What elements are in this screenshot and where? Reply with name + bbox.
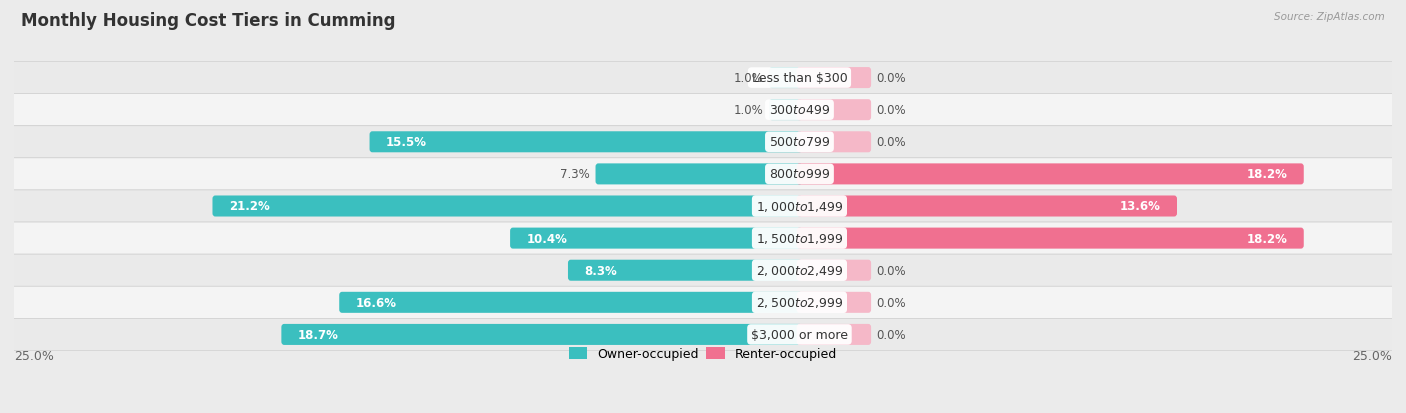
FancyBboxPatch shape [797, 132, 872, 153]
Text: 0.0%: 0.0% [876, 72, 907, 85]
FancyBboxPatch shape [769, 100, 803, 121]
FancyBboxPatch shape [10, 126, 1396, 159]
Text: 18.2%: 18.2% [1246, 232, 1288, 245]
FancyBboxPatch shape [797, 68, 872, 89]
FancyBboxPatch shape [769, 68, 803, 89]
Text: $3,000 or more: $3,000 or more [751, 328, 848, 341]
FancyBboxPatch shape [10, 95, 1396, 126]
FancyBboxPatch shape [212, 196, 803, 217]
Text: 0.0%: 0.0% [876, 136, 907, 149]
Text: $2,500 to $2,999: $2,500 to $2,999 [755, 296, 844, 310]
Text: $300 to $499: $300 to $499 [769, 104, 830, 117]
Text: 0.0%: 0.0% [876, 104, 907, 117]
Text: 0.0%: 0.0% [876, 328, 907, 341]
Text: 25.0%: 25.0% [14, 349, 53, 362]
Text: 15.5%: 15.5% [387, 136, 427, 149]
FancyBboxPatch shape [568, 260, 803, 281]
Text: 1.0%: 1.0% [734, 72, 763, 85]
Text: 25.0%: 25.0% [1353, 349, 1392, 362]
FancyBboxPatch shape [797, 292, 872, 313]
Text: 0.0%: 0.0% [876, 296, 907, 309]
Text: 7.3%: 7.3% [560, 168, 591, 181]
FancyBboxPatch shape [10, 287, 1396, 318]
FancyBboxPatch shape [797, 164, 1303, 185]
FancyBboxPatch shape [339, 292, 803, 313]
Text: $1,500 to $1,999: $1,500 to $1,999 [755, 232, 844, 245]
Text: 0.0%: 0.0% [876, 264, 907, 277]
Text: 16.6%: 16.6% [356, 296, 396, 309]
FancyBboxPatch shape [596, 164, 803, 185]
FancyBboxPatch shape [797, 260, 872, 281]
FancyBboxPatch shape [797, 100, 872, 121]
FancyBboxPatch shape [370, 132, 803, 153]
Text: 13.6%: 13.6% [1119, 200, 1160, 213]
FancyBboxPatch shape [10, 190, 1396, 223]
Text: $2,000 to $2,499: $2,000 to $2,499 [755, 263, 844, 278]
FancyBboxPatch shape [10, 159, 1396, 190]
FancyBboxPatch shape [281, 324, 803, 345]
Text: $800 to $999: $800 to $999 [769, 168, 830, 181]
Legend: Owner-occupied, Renter-occupied: Owner-occupied, Renter-occupied [568, 347, 838, 361]
FancyBboxPatch shape [10, 318, 1396, 351]
FancyBboxPatch shape [10, 62, 1396, 95]
Text: Source: ZipAtlas.com: Source: ZipAtlas.com [1274, 12, 1385, 22]
Text: Monthly Housing Cost Tiers in Cumming: Monthly Housing Cost Tiers in Cumming [21, 12, 395, 30]
Text: Less than $300: Less than $300 [752, 72, 848, 85]
FancyBboxPatch shape [10, 254, 1396, 287]
Text: 18.7%: 18.7% [298, 328, 339, 341]
FancyBboxPatch shape [797, 324, 872, 345]
Text: $500 to $799: $500 to $799 [769, 136, 830, 149]
FancyBboxPatch shape [797, 228, 1303, 249]
Text: 8.3%: 8.3% [585, 264, 617, 277]
Text: 1.0%: 1.0% [734, 104, 763, 117]
Text: 21.2%: 21.2% [229, 200, 270, 213]
Text: $1,000 to $1,499: $1,000 to $1,499 [755, 199, 844, 214]
Text: 18.2%: 18.2% [1246, 168, 1288, 181]
FancyBboxPatch shape [797, 196, 1177, 217]
FancyBboxPatch shape [510, 228, 803, 249]
Text: 10.4%: 10.4% [527, 232, 568, 245]
FancyBboxPatch shape [10, 223, 1396, 254]
